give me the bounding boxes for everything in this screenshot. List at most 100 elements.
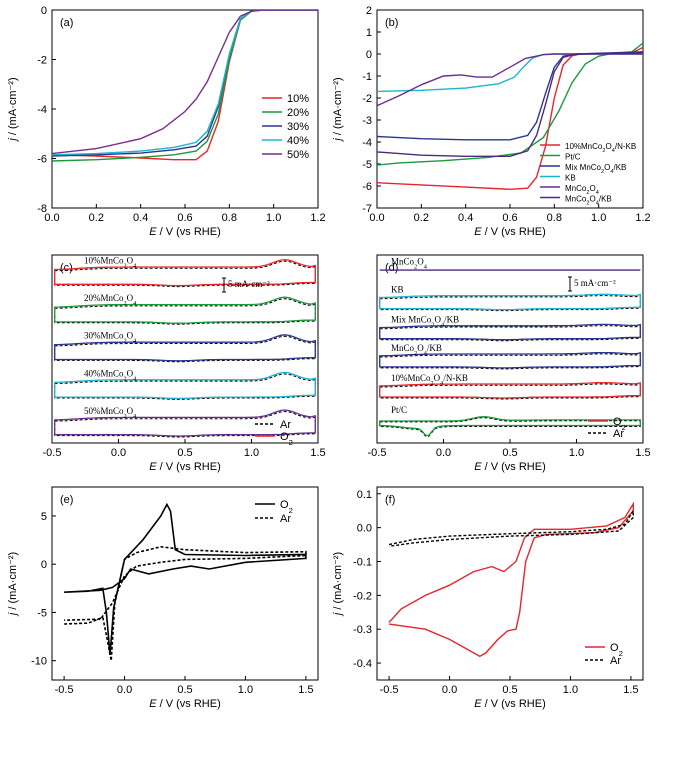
panel-label: (b) [385, 17, 398, 29]
x-tick-label: 1.0 [569, 447, 584, 459]
chart-panel-a: 0.0 0.2 0.4 0.6 0.8 1.0 1.2 0 -2 -4 -6 -8 E / V (vs … [7, 5, 326, 238]
legend-entry: O2 [280, 431, 293, 447]
cv-curve-label: Pt/C [391, 405, 407, 415]
x-tick-label: 0.0 [442, 684, 457, 696]
legend-entry: O2 [280, 499, 293, 515]
cv-o2-curve [54, 258, 316, 287]
series-line-1 [64, 502, 307, 655]
cv-curve-label: KB [391, 285, 404, 295]
y-axis-label: j / (mA·cm⁻²) [332, 552, 344, 617]
legend-entry: O2 [610, 642, 623, 658]
legend-entry: 10%MnCo2O4/N-KB [565, 142, 636, 154]
y-axis-label: j / (mA·cm⁻²) [7, 77, 19, 142]
panel-label: (a) [60, 17, 73, 29]
panel-label: (e) [60, 494, 73, 506]
y-tick-label: -1 [362, 71, 372, 83]
cv-o2-curve [54, 334, 316, 362]
series-line-3 [52, 10, 318, 157]
cv-o2-curve [54, 296, 316, 324]
x-axis-label: E / V (vs RHE) [149, 698, 221, 710]
y-tick-label: -0.4 [353, 658, 372, 670]
y-tick-label: -5 [362, 159, 372, 171]
y-tick-label: 2 [366, 5, 372, 17]
x-tick-label: 1.5 [310, 447, 325, 459]
series-line-4 [377, 53, 643, 93]
legend-entry: 20% [287, 107, 309, 119]
y-tick-label: 0.1 [357, 489, 372, 501]
y-tick-label: 1 [366, 27, 372, 39]
cv-ar-curve [54, 335, 316, 363]
plot-frame [376, 9, 644, 209]
x-axis-label: E / V (vs RHE) [474, 226, 546, 238]
series-line-2 [64, 545, 307, 661]
x-axis-label: E / V (vs RHE) [149, 461, 221, 473]
x-tick-label: 1.2 [310, 212, 325, 224]
cv-o2-curve [54, 409, 316, 437]
y-axis-label: j / (mA·cm⁻²) [7, 552, 19, 617]
series-line-6 [377, 52, 643, 157]
series-line-4 [52, 10, 318, 156]
legend-entry: MnCo2O4/KB [565, 195, 612, 207]
series-line-3 [377, 51, 643, 141]
x-tick-label: -0.5 [368, 447, 387, 459]
x-tick-label: 0.0 [111, 447, 126, 459]
legend-entry: 10% [287, 93, 309, 105]
series-line-2 [52, 10, 318, 162]
chart-panel-d: -0.5 0.0 0.5 1.0 1.5E / V (vs RHE)(d)MnCo2O4… [368, 254, 651, 473]
chart-panel-b: 0.0 0.2 0.4 0.6 0.8 1.0 1.2 2 1 0 -1 -2 -3 -4 -5 -6 -7 E … [332, 5, 651, 238]
legend-entry: Ar [280, 513, 291, 525]
x-tick-label: -0.5 [380, 684, 399, 696]
plot-frame [51, 9, 319, 209]
cv-o2-curve [379, 416, 641, 437]
legend-entry: Pt/C [565, 153, 581, 162]
x-axis-label: E / V (vs RHE) [149, 226, 221, 238]
legend-entry: KB [565, 174, 576, 183]
legend-entry: 40% [287, 135, 309, 147]
cv-ar-curve [54, 298, 316, 325]
y-tick-label: -0.1 [353, 556, 372, 568]
x-tick-label: -0.5 [43, 447, 62, 459]
cv-curve-label: MnCo2O4/KB [391, 343, 442, 357]
x-tick-label: 1.2 [635, 212, 650, 224]
y-tick-label: -7 [362, 203, 372, 215]
plot-frame [376, 486, 644, 681]
series-line-1 [52, 10, 318, 161]
x-tick-label: 1.0 [591, 212, 606, 224]
legend-entry: 50% [287, 149, 309, 161]
x-tick-label: 1.0 [244, 447, 259, 459]
cv-ar-curve [54, 260, 316, 288]
panel-label: (c) [60, 262, 73, 274]
scale-bar-label: 5 mA·cm⁻² [574, 278, 616, 288]
y-tick-label: -4 [37, 104, 47, 116]
x-tick-label: 0.2 [414, 212, 429, 224]
cv-o2-curve [379, 382, 641, 399]
x-tick-label: 1.5 [635, 447, 650, 459]
x-tick-label: 0.5 [177, 684, 192, 696]
cv-o2-curve [379, 293, 641, 311]
legend-entry: Mix MnCo2O4/KB [565, 163, 626, 175]
x-tick-label: 0.4 [133, 212, 148, 224]
x-tick-label: 0.0 [44, 212, 59, 224]
plot-frame [51, 486, 319, 681]
scale-bar-label: 5 mA·cm⁻² [228, 279, 270, 289]
x-axis-label: E / V (vs RHE) [474, 461, 546, 473]
y-tick-label: 0.0 [357, 523, 372, 535]
x-tick-label: 1.5 [623, 684, 638, 696]
y-tick-label: 5 [41, 511, 47, 523]
series-line-2 [377, 42, 643, 166]
x-tick-label: 0.8 [547, 212, 562, 224]
x-tick-label: 1.5 [298, 684, 313, 696]
panel-label: (d) [385, 262, 398, 274]
y-tick-label: -10 [31, 656, 47, 668]
x-tick-label: 0.6 [177, 212, 192, 224]
panel-label: (f) [385, 494, 395, 506]
y-tick-label: 0 [366, 49, 372, 61]
series-line-1 [388, 501, 634, 658]
cv-ar-curve [54, 373, 316, 400]
cv-curve-label: 10%MnCo2O4 [84, 255, 137, 269]
cv-o2-curve [54, 371, 316, 400]
series-line-2 [388, 508, 634, 547]
legend-entry: Ar [610, 655, 621, 667]
y-tick-label: -6 [362, 181, 372, 193]
y-tick-label: -0.3 [353, 624, 372, 636]
